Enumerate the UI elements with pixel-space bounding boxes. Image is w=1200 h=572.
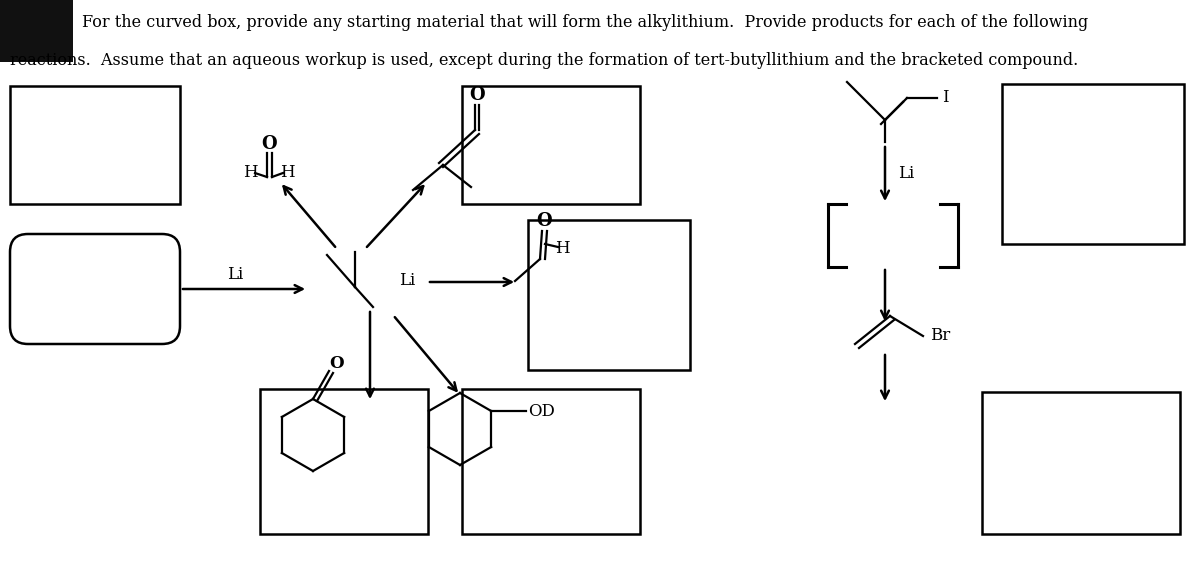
Text: Li: Li <box>898 165 914 182</box>
Text: Li: Li <box>227 267 244 284</box>
Text: O: O <box>469 86 485 104</box>
Bar <box>982 392 1180 534</box>
Text: O: O <box>536 212 552 230</box>
Text: H: H <box>554 240 569 257</box>
Text: OD: OD <box>528 403 554 419</box>
Text: I: I <box>942 89 948 106</box>
Text: H: H <box>280 165 294 181</box>
Bar <box>10 86 180 204</box>
Text: reactions.  Assume that an aqueous workup is used, except during the formation o: reactions. Assume that an aqueous workup… <box>10 52 1079 69</box>
Text: Br: Br <box>930 328 950 344</box>
Bar <box>0 0 73 62</box>
Text: O: O <box>262 135 277 153</box>
Bar <box>528 220 690 370</box>
Bar <box>260 389 428 534</box>
Text: H: H <box>242 165 257 181</box>
Bar <box>462 86 640 204</box>
Text: Li: Li <box>398 272 415 289</box>
Text: For the curved box, provide any starting material that will form the alkylithium: For the curved box, provide any starting… <box>82 14 1088 31</box>
Bar <box>1002 84 1184 244</box>
FancyBboxPatch shape <box>10 234 180 344</box>
Text: O: O <box>330 355 344 371</box>
Bar <box>462 389 640 534</box>
